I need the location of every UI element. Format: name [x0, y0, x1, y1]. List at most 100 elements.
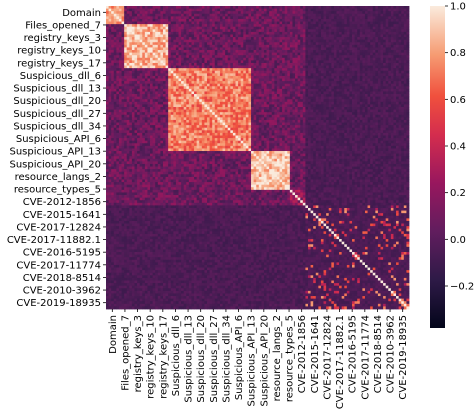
heatmap-cell	[196, 11, 200, 15]
heatmap-cell	[126, 86, 130, 90]
heatmap-cell	[266, 11, 270, 15]
heatmap-cell	[113, 44, 117, 48]
heatmap-cell	[217, 8, 221, 12]
heatmap-cell	[367, 29, 371, 33]
heatmap-cell	[401, 29, 405, 33]
heatmap-cell	[310, 52, 314, 56]
heatmap-cell	[289, 70, 293, 74]
heatmap-cell	[191, 86, 195, 90]
heatmap-cell	[398, 78, 402, 82]
heatmap-cell	[385, 81, 389, 85]
heatmap-cell	[214, 78, 218, 82]
heatmap-cell	[385, 55, 389, 59]
heatmap-cell	[352, 21, 356, 25]
heatmap-cell	[269, 18, 273, 22]
heatmap-cell	[240, 6, 244, 9]
heatmap-cell	[396, 26, 400, 30]
heatmap-cell	[126, 29, 130, 33]
heatmap-cell	[181, 18, 185, 22]
heatmap-cell	[380, 75, 384, 79]
heatmap-cell	[173, 16, 177, 20]
heatmap-cell	[287, 11, 291, 15]
heatmap-cell	[256, 68, 260, 72]
heatmap-cell	[276, 112, 280, 116]
heatmap-cell	[364, 99, 368, 103]
heatmap-cell	[300, 99, 304, 103]
heatmap-cell	[245, 109, 249, 113]
heatmap-cell	[313, 65, 317, 69]
heatmap-cell	[113, 62, 117, 66]
heatmap-cell	[121, 8, 125, 12]
heatmap-cell	[217, 73, 221, 77]
heatmap-cell	[357, 47, 361, 51]
heatmap-cell	[199, 83, 203, 87]
heatmap-cell	[134, 42, 138, 46]
heatmap-cell	[297, 75, 301, 79]
heatmap-cell	[170, 18, 174, 22]
heatmap-cell	[344, 55, 348, 59]
heatmap-cell	[403, 47, 407, 51]
heatmap-cell	[191, 44, 195, 48]
heatmap-cell	[116, 83, 120, 87]
heatmap-cell	[199, 37, 203, 41]
heatmap-cell	[274, 52, 278, 56]
heatmap-cell	[227, 34, 231, 38]
heatmap-cell	[230, 44, 234, 48]
heatmap-cell	[157, 8, 161, 12]
heatmap-cell	[240, 88, 244, 92]
heatmap-cell	[209, 109, 213, 113]
heatmap-cell	[212, 83, 216, 87]
heatmap-cell	[403, 65, 407, 69]
heatmap-cell	[155, 34, 159, 38]
heatmap-cell	[137, 91, 141, 95]
heatmap-cell	[168, 60, 172, 64]
heatmap-cell	[398, 91, 402, 95]
heatmap-cell	[357, 75, 361, 79]
heatmap-cell	[186, 37, 190, 41]
heatmap-cell	[388, 107, 392, 110]
heatmap-cell	[256, 44, 260, 48]
heatmap-cell	[196, 88, 200, 92]
heatmap-cell	[297, 44, 301, 48]
heatmap-cell	[113, 109, 117, 113]
heatmap-cell	[349, 29, 353, 33]
heatmap-cell	[339, 88, 343, 92]
heatmap-cell	[269, 96, 273, 100]
heatmap-cell	[388, 70, 392, 74]
heatmap-cell	[359, 8, 363, 12]
heatmap-cell	[113, 75, 117, 79]
heatmap-cell	[111, 65, 115, 69]
heatmap-cell	[181, 37, 185, 41]
heatmap-cell	[157, 99, 161, 103]
heatmap-cell	[240, 86, 244, 90]
heatmap-cell	[266, 18, 270, 22]
heatmap-cell	[191, 16, 195, 20]
heatmap-cell	[302, 101, 306, 105]
heatmap-cell	[367, 21, 371, 25]
heatmap-cell	[377, 101, 381, 105]
heatmap-cell	[266, 70, 270, 74]
heatmap-cell	[398, 107, 402, 110]
heatmap-cell	[377, 62, 381, 66]
heatmap-cell	[111, 101, 115, 105]
heatmap-cell	[370, 34, 374, 38]
heatmap-cell	[333, 99, 337, 103]
heatmap-cell	[113, 21, 117, 25]
heatmap-cell	[116, 52, 120, 56]
heatmap-cell	[300, 101, 304, 105]
heatmap-cell	[121, 86, 125, 90]
heatmap-cell	[131, 83, 135, 87]
heatmap-cell	[238, 55, 242, 59]
heatmap-cell	[274, 24, 278, 28]
heatmap-cell	[385, 109, 389, 113]
heatmap-cell	[214, 6, 218, 9]
heatmap-cell	[129, 104, 133, 108]
heatmap-cell	[196, 31, 200, 35]
heatmap-cell	[183, 42, 187, 46]
heatmap-cell	[359, 62, 363, 66]
heatmap-cell	[245, 57, 249, 61]
heatmap-cell	[238, 13, 242, 17]
heatmap-cell	[398, 24, 402, 28]
heatmap-cell	[305, 91, 309, 95]
heatmap-cell	[186, 16, 190, 20]
